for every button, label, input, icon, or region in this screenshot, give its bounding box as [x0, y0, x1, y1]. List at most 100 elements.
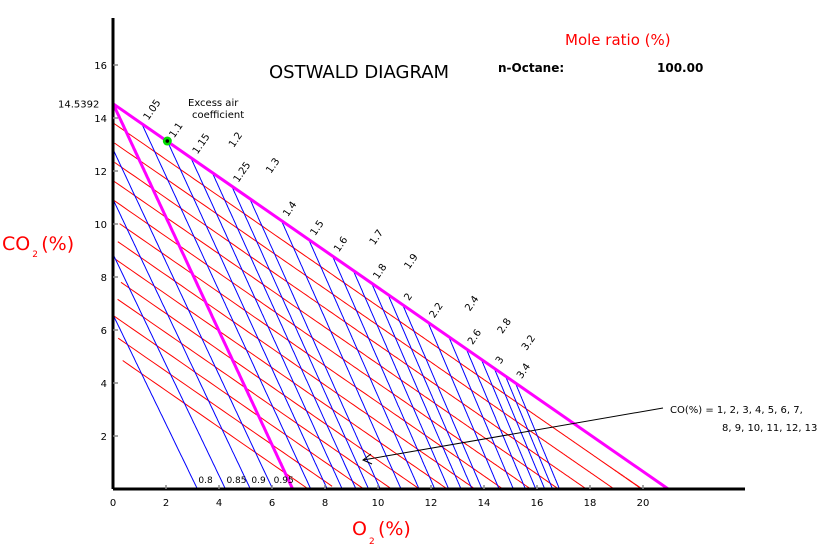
excess-air-label-0.85: 0.85	[226, 476, 246, 486]
x-tick-label: 14	[478, 498, 491, 509]
excess-air-line-2.6	[465, 347, 526, 490]
excess-air-label-2: 2	[402, 291, 415, 303]
x-tick-label: 8	[322, 498, 328, 509]
excess-air-line-0.9	[113, 200, 251, 490]
excess-air-line-1.4	[280, 219, 402, 490]
excess-air-label-1.2: 1.2	[227, 130, 245, 149]
excess-air-label-0.95: 0.95	[274, 476, 294, 486]
y-axis-label-unit: (%)	[41, 233, 74, 255]
excess-air-title-1: Excess air	[188, 98, 239, 109]
co-line-4	[114, 181, 559, 490]
y-axis-label-subscript: 2	[32, 250, 38, 260]
y-tick-label: 2	[101, 432, 107, 443]
co-line-1	[113, 123, 643, 490]
co-line-7	[117, 241, 474, 489]
y-tick-label: 6	[101, 326, 107, 337]
x-tick-label: 20	[637, 498, 650, 509]
excess-air-line-3	[493, 366, 546, 490]
y-tick-label: 4	[101, 379, 107, 390]
co-annotation-arrow	[362, 407, 664, 461]
co-line-3	[114, 162, 587, 490]
excess-air-line-2.8	[480, 358, 537, 490]
excess-air-label-1.9: 1.9	[403, 252, 421, 271]
co-line-8	[115, 258, 446, 489]
excess-air-line-1.25	[231, 185, 370, 490]
x-tick-label: 12	[425, 498, 438, 509]
x-tick-label: 16	[531, 498, 544, 509]
excess-air-label-3.2: 3.2	[520, 333, 538, 352]
x-tick-label: 4	[216, 498, 222, 509]
x-tick-label: 18	[584, 498, 597, 509]
excess-air-line-2	[401, 303, 483, 490]
excess-air-line-3.4	[514, 381, 560, 490]
excess-air-label-3.4: 3.4	[515, 362, 533, 381]
excess-air-line-1.05	[141, 123, 312, 490]
excess-air-title-2: coefficient	[192, 110, 244, 121]
excess-air-label-1.05: 1.05	[142, 98, 164, 123]
excess-air-line-0.85	[112, 254, 226, 490]
excess-air-label-1.3: 1.3	[264, 156, 282, 175]
excess-air-label-0.8: 0.8	[198, 476, 213, 486]
excess-air-line-1.6	[331, 255, 436, 490]
excess-air-line-1.5	[307, 238, 420, 490]
excess-air-label-2.2: 2.2	[428, 301, 446, 320]
excess-air-label-2.6: 2.6	[466, 328, 484, 347]
x-tick-label: 0	[110, 498, 116, 509]
arrow-head-icon	[362, 453, 373, 465]
excess-air-label-0.9: 0.9	[251, 476, 266, 486]
co-annotation-line-1: CO(%) = 1, 2, 3, 4, 5, 6, 7,	[670, 405, 803, 416]
y-axis-label: CO	[2, 233, 30, 255]
y-tick-label: 12	[94, 167, 107, 178]
excess-air-label-1.5: 1.5	[309, 219, 327, 238]
excess-air-line-1.1	[166, 140, 328, 490]
co-line-12	[117, 337, 333, 487]
y-tick-label: 14	[94, 114, 107, 125]
x-tick-label: 10	[372, 498, 385, 509]
excess-air-line-0.95	[113, 150, 274, 490]
excess-air-line-2.4	[447, 335, 514, 490]
x-tick-label: 6	[269, 498, 275, 509]
x-axis-label: O	[352, 518, 367, 540]
excess-air-line-0.8	[112, 314, 198, 490]
excess-air-label-2.8: 2.8	[496, 317, 514, 336]
fuel-value: 100.00	[657, 61, 703, 75]
co-line-6	[119, 223, 503, 489]
co-annotation-line-2: 8, 9, 10, 11, 12, 13	[722, 423, 817, 434]
excess-air-line-1.3	[248, 197, 381, 490]
excess-air-line-1.8	[370, 282, 462, 490]
measured-point	[165, 139, 170, 143]
excess-air-label-2.4: 2.4	[463, 294, 481, 313]
fuel-label: n-Octane:	[498, 61, 564, 75]
excess-air-label-1.15: 1.15	[191, 132, 213, 157]
co-line-2	[114, 142, 615, 490]
co-line-13	[122, 360, 308, 489]
excess-air-label-1.7: 1.7	[368, 228, 386, 247]
chart-title: OSTWALD DIAGRAM	[269, 62, 449, 83]
excess-air-label-1.6: 1.6	[332, 235, 350, 254]
co-line-10	[117, 298, 392, 489]
excess-air-line-2.2	[427, 321, 500, 490]
co2-max-label: 14.5392	[58, 100, 99, 111]
y-tick-label: 10	[94, 220, 107, 231]
y-tick-label: 8	[101, 273, 107, 284]
excess-air-label-1.4: 1.4	[281, 200, 299, 219]
complete-combustion-line	[112, 102, 670, 491]
excess-air-label-1.8: 1.8	[371, 262, 389, 281]
x-tick-label: 2	[163, 498, 169, 509]
excess-air-label-1.1: 1.1	[168, 121, 186, 140]
excess-air-label-3: 3	[494, 355, 507, 367]
excess-air-line-1.15	[190, 157, 343, 490]
excess-air-line-1.9	[387, 293, 473, 490]
x-axis-label-unit: (%)	[378, 518, 411, 540]
excess-air-line-3.2	[504, 374, 554, 490]
co-line-11	[113, 315, 364, 490]
excess-air-line-1.7	[352, 269, 450, 490]
stoichiometric-line	[111, 102, 295, 490]
mole-ratio-label: Mole ratio (%)	[565, 31, 671, 49]
excess-air-line-1.2	[211, 171, 357, 490]
y-tick-label: 16	[94, 61, 107, 72]
excess-air-label-1.25: 1.25	[232, 160, 254, 185]
x-axis-label-subscript: 2	[369, 537, 375, 547]
